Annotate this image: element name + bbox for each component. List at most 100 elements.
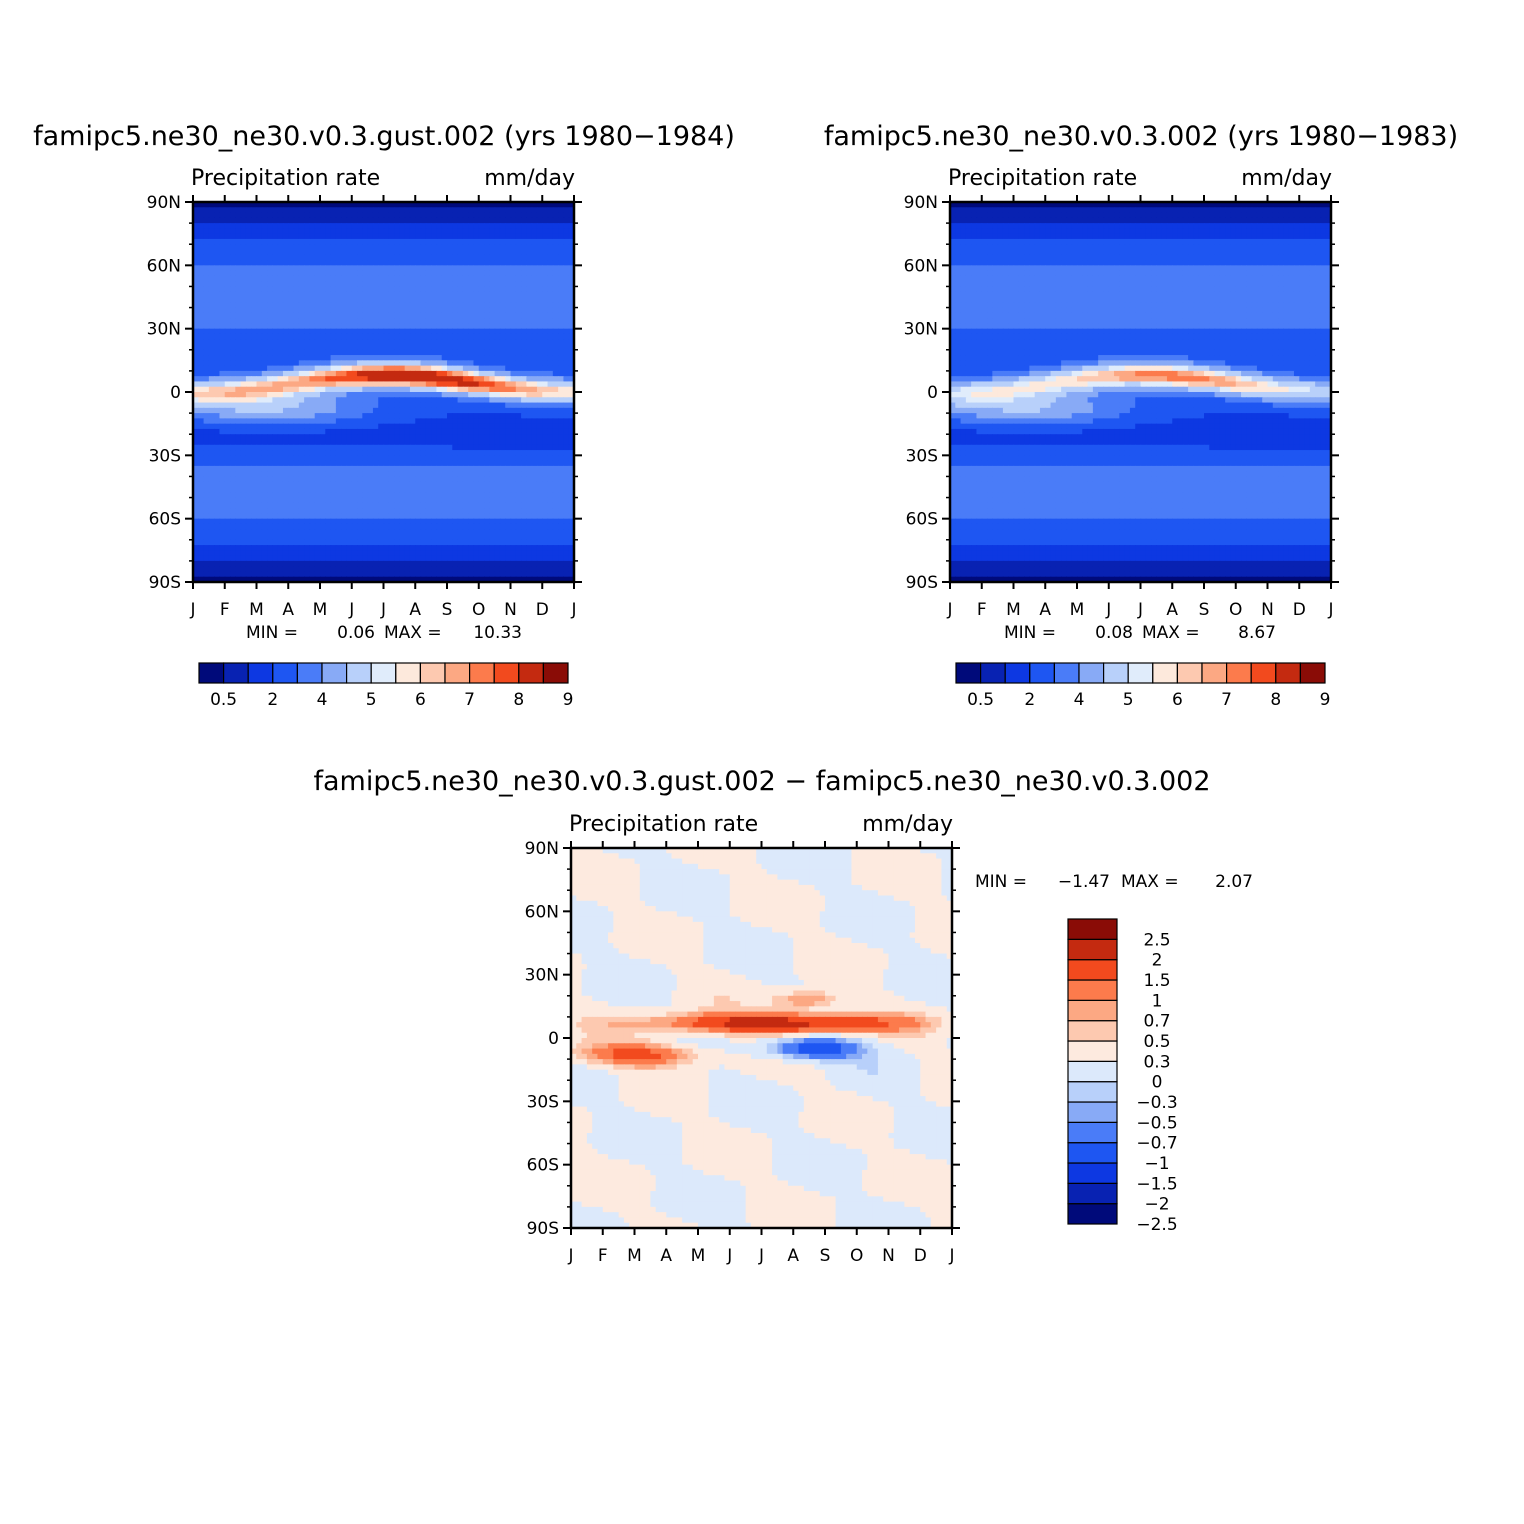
field-cell xyxy=(320,360,326,367)
field-cell xyxy=(494,539,501,546)
field-cell xyxy=(277,349,284,356)
field-cell xyxy=(383,508,390,514)
field-cell xyxy=(330,238,337,245)
field-cell xyxy=(282,212,289,219)
field-cell xyxy=(457,233,464,240)
field-cell xyxy=(404,217,411,224)
field-cell xyxy=(193,545,199,551)
field-cell xyxy=(240,566,247,573)
field-cell xyxy=(552,275,559,282)
field-cell xyxy=(478,312,485,319)
field-cell xyxy=(298,365,305,372)
field-cell xyxy=(325,471,332,478)
field-cell xyxy=(563,423,570,430)
field-cell xyxy=(552,302,559,309)
field-cell xyxy=(536,460,543,467)
field-cell xyxy=(542,202,549,208)
field-cell xyxy=(251,307,258,314)
field-cell xyxy=(394,318,400,324)
field-cell xyxy=(494,555,501,562)
field-cell xyxy=(494,365,501,372)
field-cell xyxy=(320,545,326,551)
field-cell xyxy=(282,518,289,525)
field-cell xyxy=(372,518,379,525)
field-cell xyxy=(293,502,300,509)
field-cell xyxy=(235,566,242,573)
field-cell xyxy=(568,487,575,493)
field-cell xyxy=(277,281,284,288)
field-cell xyxy=(431,386,438,393)
field-cell xyxy=(219,270,226,277)
field-cell xyxy=(357,307,363,314)
field-cell xyxy=(208,281,215,288)
field-cell xyxy=(362,238,369,245)
field-cell xyxy=(325,286,332,293)
field-cell xyxy=(409,370,416,377)
field-cell xyxy=(378,402,385,409)
field-cell xyxy=(378,370,385,377)
field-cell xyxy=(219,386,226,393)
field-cell xyxy=(431,555,438,562)
field-cell xyxy=(383,513,390,520)
field-cell xyxy=(473,212,480,219)
field-cell xyxy=(288,291,295,298)
field-cell xyxy=(489,244,496,251)
field-cell xyxy=(526,513,533,520)
field-cell xyxy=(563,202,570,208)
field-cell xyxy=(558,270,565,277)
field-cell xyxy=(383,281,390,288)
field-cell xyxy=(510,344,517,351)
panel-title: famipc5.ne30_ne30.v0.3.gust.002 (yrs 198… xyxy=(33,121,735,152)
field-cell xyxy=(415,402,422,409)
field-cell xyxy=(293,534,300,541)
field-cell xyxy=(542,492,549,499)
field-cell xyxy=(452,270,459,277)
field-cell xyxy=(399,560,406,567)
field-cell xyxy=(362,497,369,504)
field-cell xyxy=(473,376,480,383)
field-cell xyxy=(325,402,332,409)
field-cell xyxy=(267,238,273,245)
field-cell xyxy=(420,291,427,298)
field-cell xyxy=(235,370,242,377)
field-cell xyxy=(526,223,533,229)
field-cell xyxy=(335,376,342,383)
field-cell xyxy=(515,228,522,235)
field-cell xyxy=(447,423,453,430)
field-cell xyxy=(240,291,247,298)
field-cell xyxy=(399,481,406,488)
field-cell xyxy=(431,539,438,546)
field-cell xyxy=(224,291,231,298)
field-cell xyxy=(388,312,395,319)
field-cell xyxy=(304,523,311,530)
field-cell xyxy=(552,386,559,393)
field-cell xyxy=(256,339,263,346)
field-cell xyxy=(261,233,268,240)
field-cell xyxy=(325,339,332,346)
field-cell xyxy=(372,471,379,478)
field-cell xyxy=(552,555,559,562)
field-cell xyxy=(394,413,400,419)
field-cell xyxy=(547,455,554,462)
field-cell xyxy=(547,339,554,346)
field-cell xyxy=(499,270,506,277)
field-cell xyxy=(362,545,369,551)
field-cell xyxy=(494,339,501,346)
units-label: mm/day xyxy=(484,166,575,191)
field-cell xyxy=(341,413,348,419)
field-cell xyxy=(256,460,263,467)
field-cell xyxy=(314,460,321,467)
field-cell xyxy=(267,207,273,214)
field-cell xyxy=(431,513,438,520)
field-cell xyxy=(372,291,379,298)
field-cell xyxy=(468,344,475,351)
field-cell xyxy=(484,244,490,251)
field-cell xyxy=(208,402,215,409)
field-cell xyxy=(203,423,210,430)
field-cell xyxy=(457,534,464,541)
field-cell xyxy=(193,439,199,446)
field-cell xyxy=(378,207,385,214)
field-cell xyxy=(510,249,517,256)
field-cell xyxy=(267,465,273,472)
field-cell xyxy=(531,518,538,525)
